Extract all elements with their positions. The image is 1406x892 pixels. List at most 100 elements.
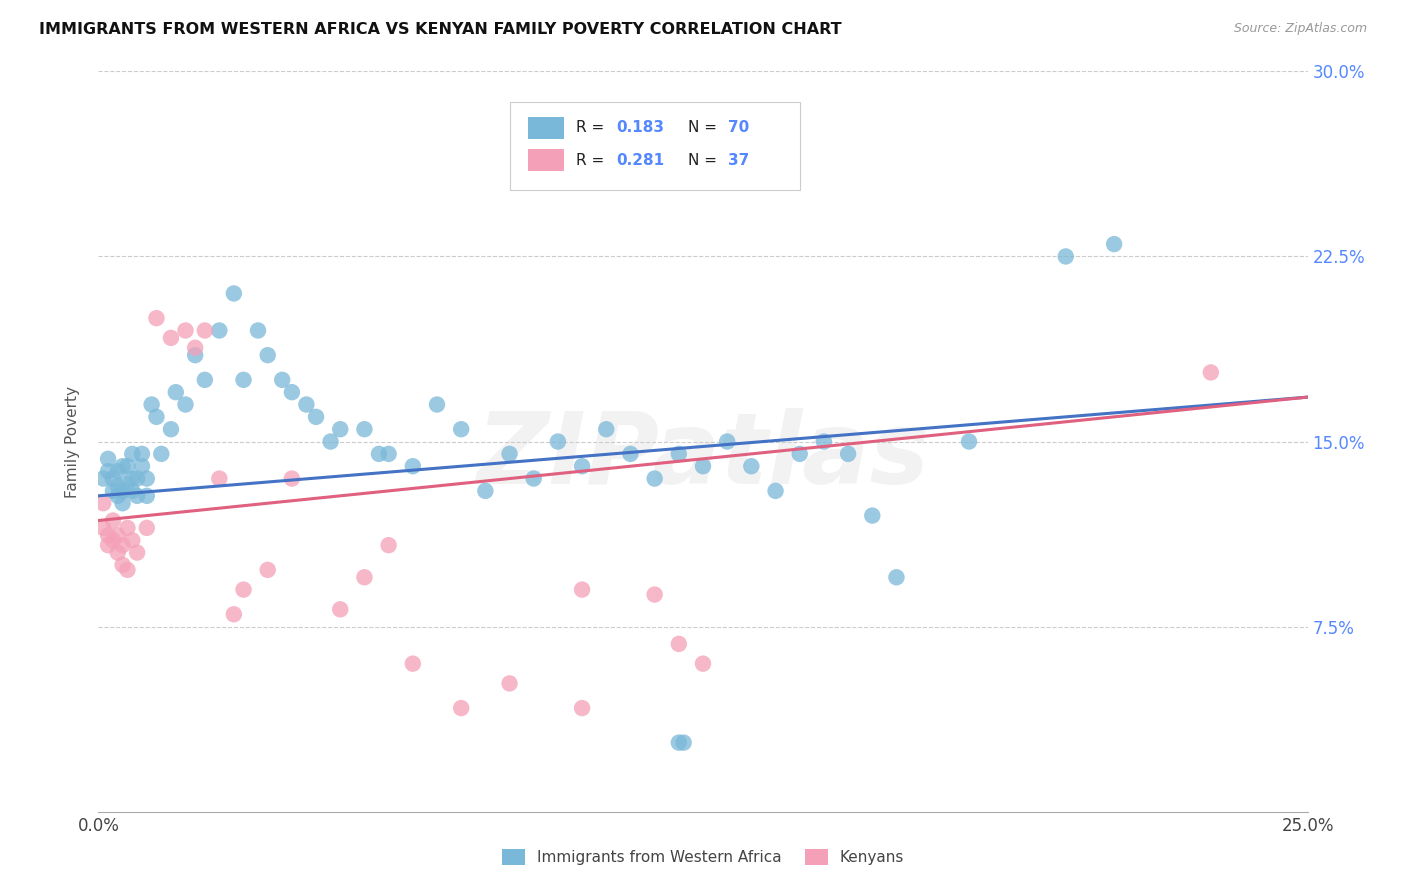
Point [886, 570, 908, 584]
Point [329, 422, 352, 436]
Point [353, 422, 375, 436]
Point [117, 459, 139, 474]
Point [281, 385, 304, 400]
Point [498, 447, 520, 461]
Point [111, 538, 134, 552]
Point [107, 546, 129, 560]
Text: 37: 37 [728, 153, 749, 168]
Point [127, 489, 149, 503]
Point [160, 331, 183, 345]
Point [121, 533, 143, 548]
Point [97, 528, 120, 542]
Point [426, 398, 449, 412]
Point [91, 471, 114, 485]
Point [117, 563, 139, 577]
Point [474, 483, 496, 498]
Point [165, 385, 187, 400]
Point [121, 447, 143, 461]
Point [377, 447, 399, 461]
Point [377, 538, 399, 552]
Point [107, 489, 129, 503]
Text: R =: R = [576, 153, 609, 168]
Point [353, 570, 375, 584]
Point [619, 447, 641, 461]
Point [101, 471, 124, 485]
Bar [527, 149, 564, 171]
Point [281, 471, 304, 485]
Point [571, 582, 593, 597]
FancyBboxPatch shape [509, 103, 800, 190]
Legend: Immigrants from Western Africa, Kenyans: Immigrants from Western Africa, Kenyans [496, 843, 910, 871]
Point [135, 489, 157, 503]
Point [295, 398, 318, 412]
Point [91, 521, 114, 535]
Point [145, 311, 167, 326]
Text: R =: R = [576, 120, 609, 135]
Point [402, 459, 425, 474]
Point [194, 373, 217, 387]
Point [644, 471, 666, 485]
Point [595, 422, 617, 436]
Point [232, 582, 254, 597]
Point [789, 447, 811, 461]
Point [571, 459, 593, 474]
Point [765, 483, 787, 498]
Point [174, 324, 197, 338]
Point [174, 398, 197, 412]
Point [141, 398, 163, 412]
Point [101, 533, 124, 548]
Point [107, 464, 129, 478]
Point [672, 736, 695, 750]
Point [107, 479, 129, 493]
Point [97, 451, 120, 466]
Point [222, 286, 245, 301]
Point [402, 657, 425, 671]
Point [957, 434, 980, 449]
Point [740, 459, 762, 474]
Point [107, 528, 129, 542]
Point [111, 483, 134, 498]
Point [131, 459, 153, 474]
Point [101, 483, 124, 498]
Point [256, 348, 278, 362]
Point [101, 514, 124, 528]
Point [111, 558, 134, 572]
Y-axis label: Family Poverty: Family Poverty [65, 385, 80, 498]
Point [127, 546, 149, 560]
Point [498, 676, 520, 690]
Point [1199, 366, 1222, 380]
Point [716, 434, 738, 449]
Point [121, 471, 143, 485]
Point [692, 459, 714, 474]
Point [97, 538, 120, 552]
Point [135, 521, 157, 535]
Point [692, 657, 714, 671]
Point [450, 422, 472, 436]
Text: 0.281: 0.281 [616, 153, 664, 168]
Point [131, 447, 153, 461]
Point [121, 483, 143, 498]
Point [145, 409, 167, 424]
Point [247, 324, 270, 338]
Text: N =: N = [689, 120, 723, 135]
Point [1054, 249, 1077, 264]
Point [571, 701, 593, 715]
Text: IMMIGRANTS FROM WESTERN AFRICA VS KENYAN FAMILY POVERTY CORRELATION CHART: IMMIGRANTS FROM WESTERN AFRICA VS KENYAN… [39, 22, 842, 37]
Point [150, 447, 173, 461]
Point [232, 373, 254, 387]
Point [329, 602, 352, 616]
Point [450, 701, 472, 715]
Point [194, 324, 217, 338]
Point [1102, 237, 1125, 252]
Point [222, 607, 245, 622]
Bar [527, 117, 564, 139]
Point [208, 471, 231, 485]
Text: Source: ZipAtlas.com: Source: ZipAtlas.com [1233, 22, 1367, 36]
Point [127, 471, 149, 485]
Point [117, 476, 139, 491]
Point [319, 434, 342, 449]
Point [547, 434, 569, 449]
Point [837, 447, 859, 461]
Point [668, 736, 690, 750]
Point [644, 588, 666, 602]
